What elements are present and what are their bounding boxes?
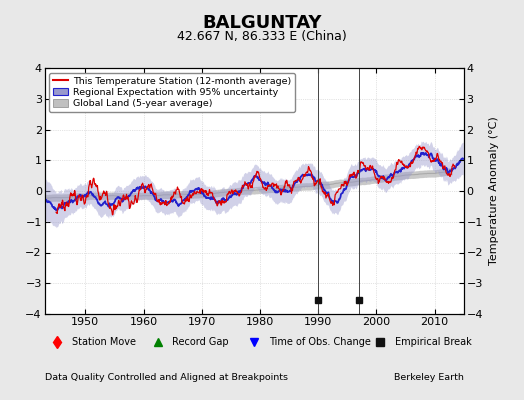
Text: Berkeley Earth: Berkeley Earth bbox=[394, 374, 464, 382]
Y-axis label: Temperature Anomaly (°C): Temperature Anomaly (°C) bbox=[488, 117, 498, 265]
Text: BALGUNTAY: BALGUNTAY bbox=[202, 14, 322, 32]
Text: Time of Obs. Change: Time of Obs. Change bbox=[269, 337, 370, 347]
Text: Empirical Break: Empirical Break bbox=[395, 337, 471, 347]
Text: Station Move: Station Move bbox=[72, 337, 136, 347]
Legend: This Temperature Station (12-month average), Regional Expectation with 95% uncer: This Temperature Station (12-month avera… bbox=[49, 73, 295, 112]
Text: Data Quality Controlled and Aligned at Breakpoints: Data Quality Controlled and Aligned at B… bbox=[45, 374, 288, 382]
Text: 42.667 N, 86.333 E (China): 42.667 N, 86.333 E (China) bbox=[177, 30, 347, 43]
Text: Record Gap: Record Gap bbox=[172, 337, 229, 347]
